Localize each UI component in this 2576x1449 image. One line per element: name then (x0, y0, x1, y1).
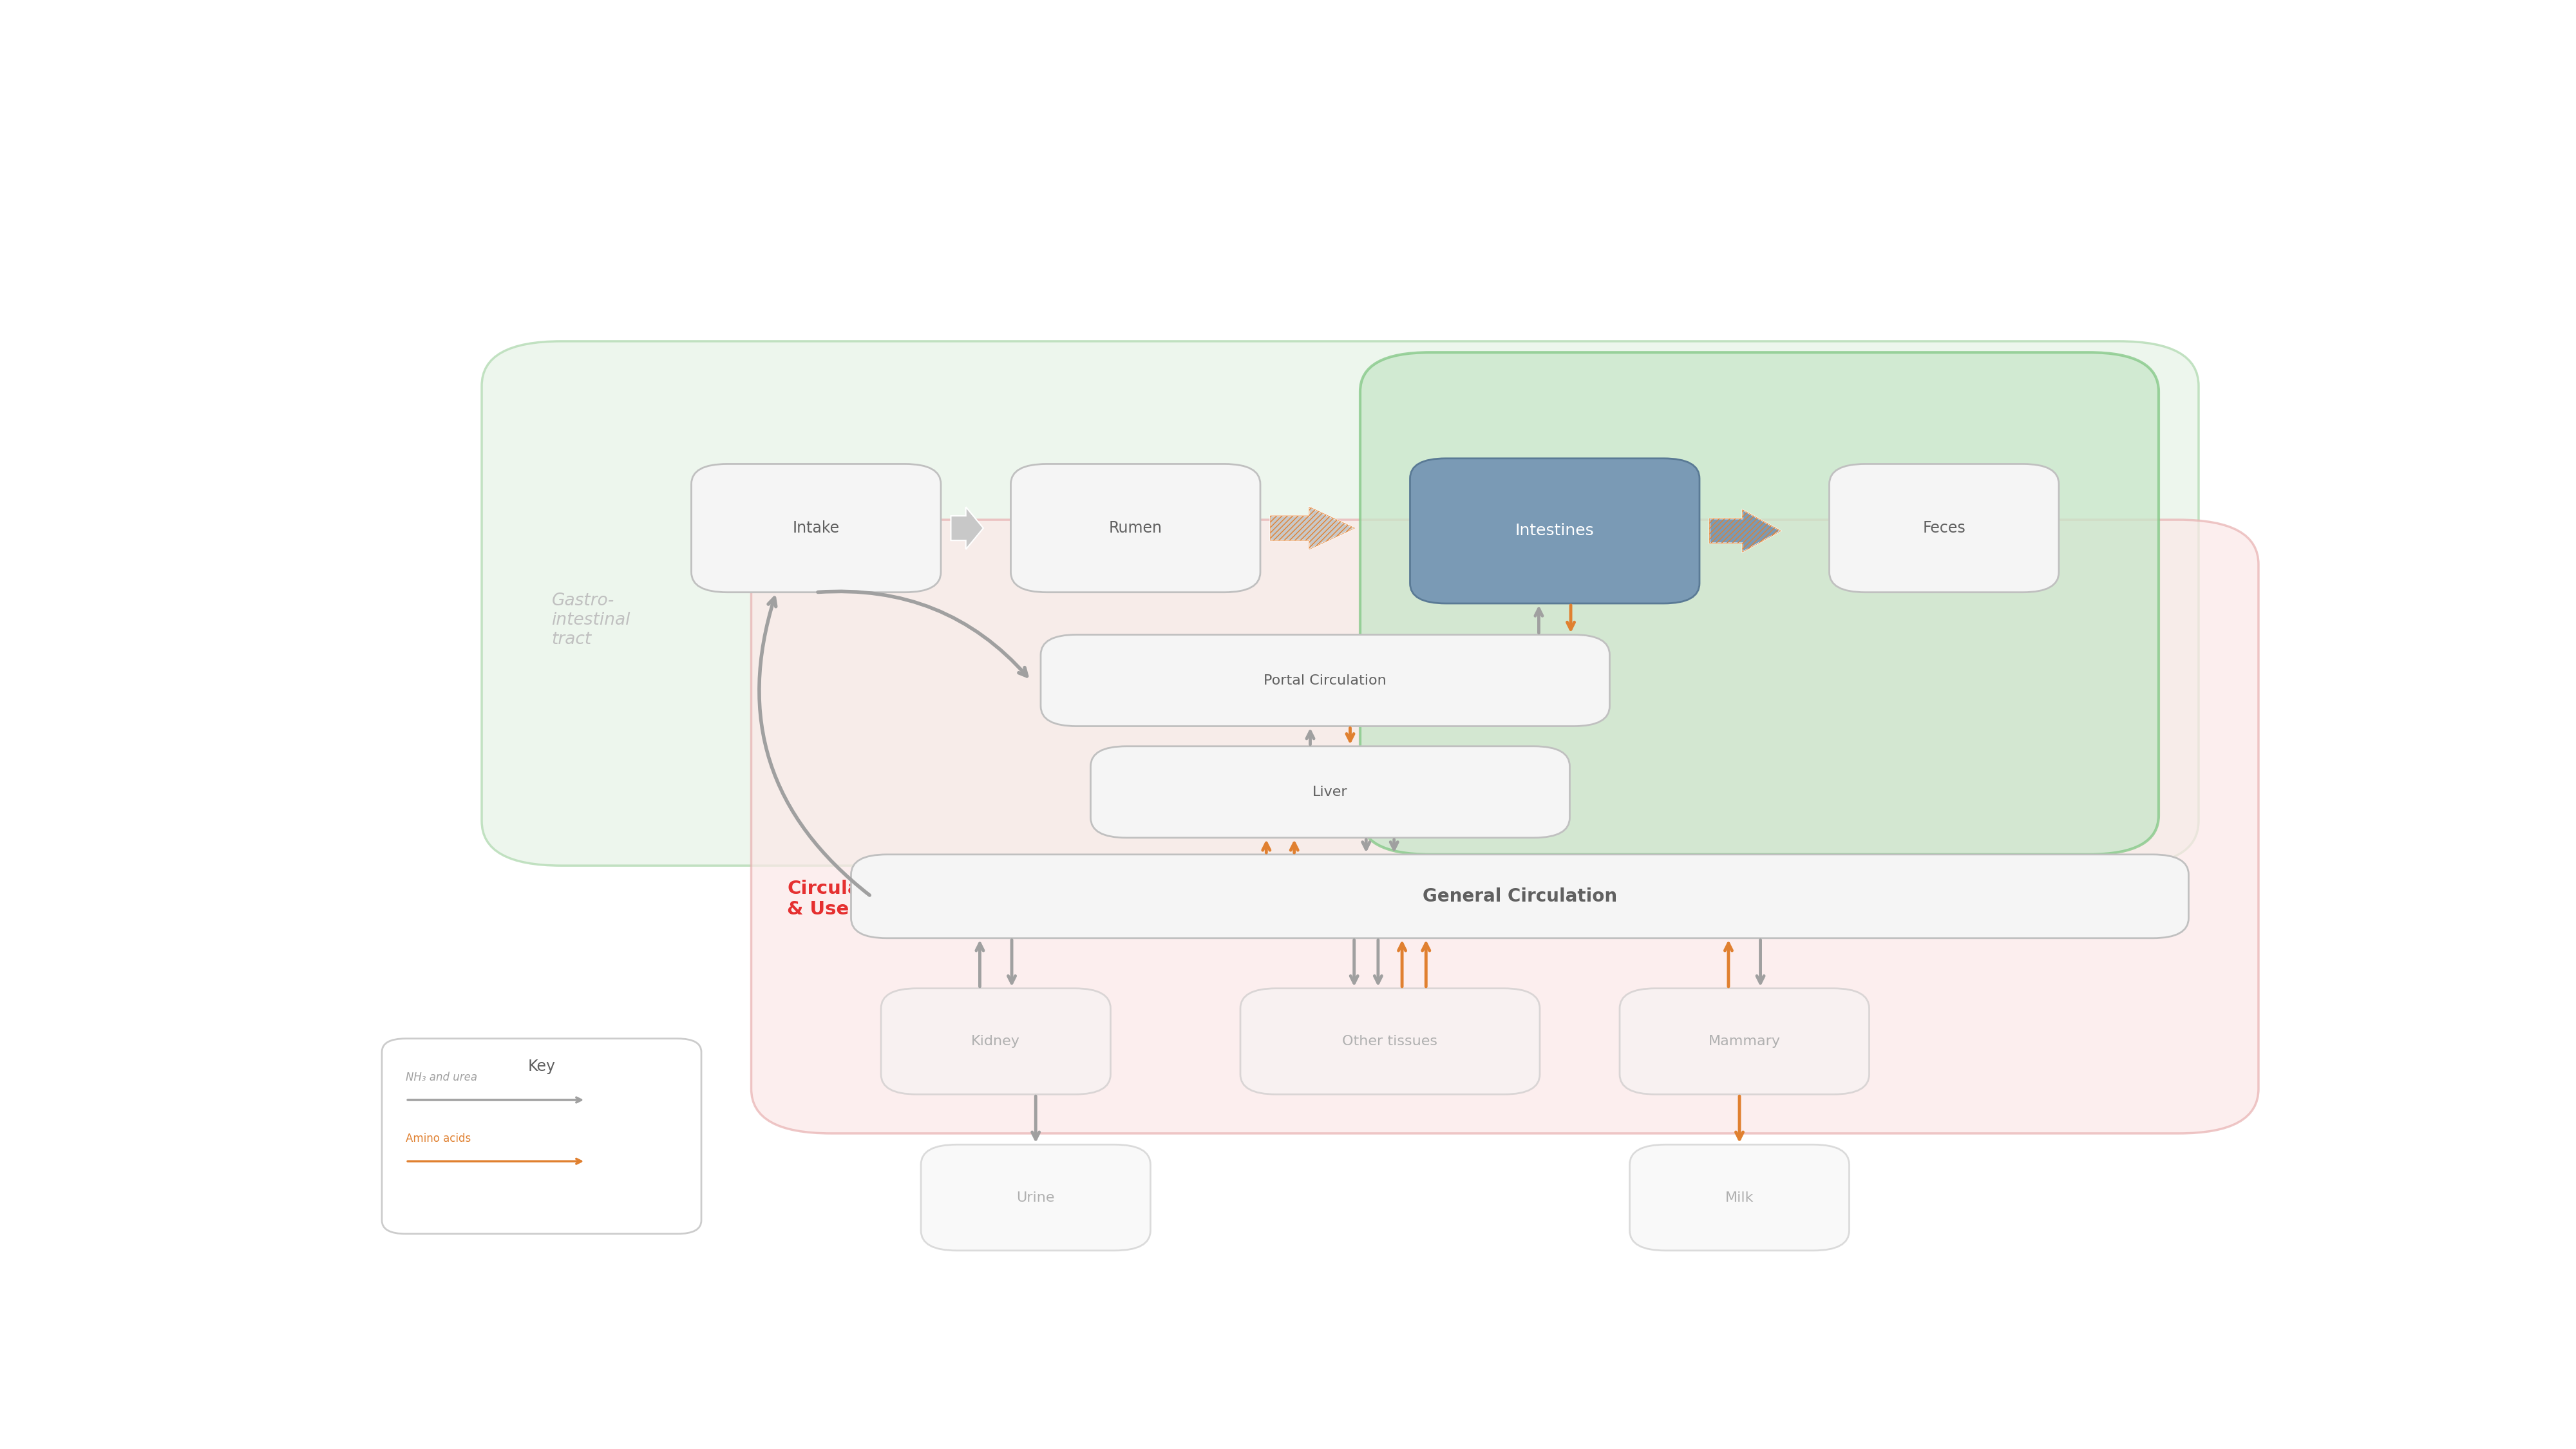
FancyBboxPatch shape (1631, 1145, 1850, 1250)
Text: Key: Key (528, 1059, 556, 1074)
FancyArrow shape (951, 507, 984, 549)
FancyBboxPatch shape (922, 1145, 1151, 1250)
Text: Intestines: Intestines (1515, 523, 1595, 539)
Text: Circulation
& Use: Circulation & Use (788, 880, 902, 919)
Text: Urine: Urine (1018, 1191, 1056, 1204)
FancyBboxPatch shape (1360, 352, 2159, 855)
Text: Amino acids: Amino acids (407, 1133, 471, 1145)
FancyArrow shape (1710, 510, 1780, 552)
FancyBboxPatch shape (850, 855, 2190, 938)
FancyBboxPatch shape (690, 464, 940, 593)
Text: Gastro-
intestinal
tract: Gastro- intestinal tract (551, 593, 631, 648)
FancyArrow shape (1270, 507, 1355, 549)
FancyBboxPatch shape (752, 520, 2259, 1133)
FancyBboxPatch shape (482, 341, 2200, 865)
Text: Rumen: Rumen (1108, 520, 1162, 536)
FancyBboxPatch shape (1090, 746, 1569, 838)
Text: Kidney: Kidney (971, 1035, 1020, 1048)
Text: NH₃ and urea: NH₃ and urea (407, 1072, 477, 1084)
Text: General Circulation: General Circulation (1422, 887, 1618, 906)
Text: Intake: Intake (793, 520, 840, 536)
Text: Other tissues: Other tissues (1342, 1035, 1437, 1048)
Text: Milk: Milk (1726, 1191, 1754, 1204)
FancyBboxPatch shape (881, 988, 1110, 1094)
Text: Feces: Feces (1922, 520, 1965, 536)
FancyBboxPatch shape (1242, 988, 1540, 1094)
FancyBboxPatch shape (1041, 635, 1610, 726)
Text: Portal Circulation: Portal Circulation (1265, 674, 1386, 687)
FancyBboxPatch shape (1409, 458, 1700, 603)
Text: Liver: Liver (1314, 785, 1347, 798)
FancyBboxPatch shape (381, 1039, 701, 1233)
FancyBboxPatch shape (1010, 464, 1260, 593)
FancyBboxPatch shape (1829, 464, 2058, 593)
Text: Mammary: Mammary (1708, 1035, 1780, 1048)
FancyBboxPatch shape (1620, 988, 1870, 1094)
